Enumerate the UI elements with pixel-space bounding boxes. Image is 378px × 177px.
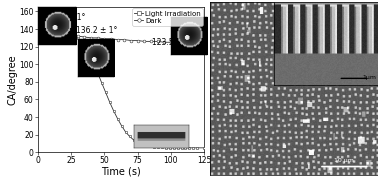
- Text: 5.0 ± 0.5°: 5.0 ± 0.5°: [139, 135, 178, 144]
- Text: 10 μm: 10 μm: [335, 158, 354, 163]
- X-axis label: Time (s): Time (s): [101, 167, 141, 177]
- Text: 136.2 ± 1°: 136.2 ± 1°: [76, 26, 118, 35]
- Text: 142.5 ± 1°: 142.5 ± 1°: [45, 13, 86, 22]
- Y-axis label: CA/degree: CA/degree: [8, 54, 18, 105]
- Legend: Light Irradiation, Dark: Light Irradiation, Dark: [132, 8, 203, 26]
- Text: 123.5 ± 1°: 123.5 ± 1°: [152, 38, 194, 47]
